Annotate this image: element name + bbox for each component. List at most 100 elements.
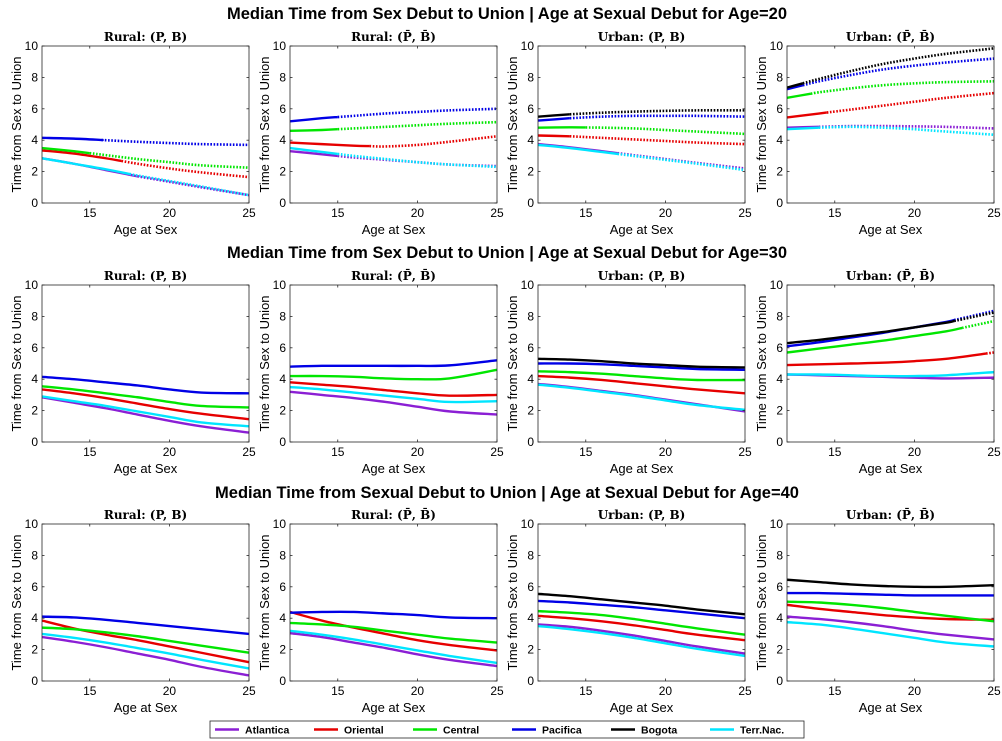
x-tick-label: 25: [490, 206, 504, 220]
series-line-pacifica: [538, 117, 570, 122]
legend-item-pacifica: Pacifica: [512, 725, 582, 737]
x-tick-label: 15: [83, 206, 97, 220]
series-line-atlantica: [290, 390, 498, 416]
y-tick-label: 10: [521, 517, 535, 531]
series-line-oriental-extrapolated: [985, 351, 995, 355]
panel-r2-c3: Urban: (P̄, B̄) 0 2 4 6 8 10 15 20 25 Age at Sex Ti…: [754, 506, 1001, 715]
series-lines: [538, 357, 746, 413]
legend-label: Oriental: [344, 725, 384, 737]
y-tick-label: 2: [776, 643, 783, 657]
x-tick-label: 15: [83, 684, 97, 698]
y-tick-label: 4: [776, 611, 783, 625]
axes-box: [289, 45, 498, 204]
series-line-terr-nac: [538, 143, 618, 156]
plot-area: [290, 46, 497, 203]
plot-area: [538, 46, 745, 203]
series-line-pacifica-extrapolated: [337, 107, 498, 119]
x-tick-label: 25: [987, 445, 1001, 459]
legend-label: Terr.Nac.: [740, 725, 784, 737]
legend-label: Atlantica: [245, 725, 290, 737]
y-tick-label: 2: [279, 404, 286, 418]
x-tick-label: 15: [83, 445, 97, 459]
y-tick-label: 2: [31, 643, 38, 657]
x-axis-label: Age at Sex: [610, 222, 674, 237]
y-axis-label: Time from Sex to Union: [754, 534, 769, 670]
series-line-central: [290, 128, 338, 132]
x-tick-label: 15: [828, 206, 842, 220]
y-axis-label: Time from Sex to Union: [754, 295, 769, 431]
series-line-atlantica: [42, 396, 250, 434]
x-tick-label: 20: [163, 206, 177, 220]
series-lines: [42, 136, 250, 197]
x-tick-label: 20: [411, 445, 425, 459]
axes-box: [537, 523, 746, 682]
panel-title: Urban: (P̄, B̄): [846, 506, 935, 522]
series-lines: [538, 592, 746, 658]
plot-area: [787, 46, 994, 203]
axes-box: [41, 523, 250, 682]
series-line-pacifica: [538, 599, 746, 620]
series-line-oriental: [538, 374, 746, 395]
y-axis-label: Time from Sex to Union: [505, 56, 520, 192]
x-axis-label: Age at Sex: [859, 461, 923, 476]
legend-label: Bogota: [641, 725, 677, 737]
x-axis-label: Age at Sex: [610, 700, 674, 715]
row-title-age-20: Median Time from Sex Debut to Union | Ag…: [227, 5, 787, 23]
y-tick-label: 2: [527, 643, 534, 657]
series-line-central-extrapolated: [961, 319, 995, 330]
x-tick-label: 15: [331, 684, 345, 698]
series-line-pacifica: [42, 615, 250, 636]
panel-title: Rural: (P, B): [104, 269, 187, 283]
panel-title: Urban: (P̄, B̄): [846, 267, 935, 283]
y-axis-label: Time from Sex to Union: [9, 295, 24, 431]
panel-r0-c1: Rural: (P̄, B̄) 0 2 4 6 8 10 15 20 25 Age at Sex Ti…: [257, 28, 504, 237]
y-tick-label: 6: [527, 102, 534, 116]
y-tick-label: 2: [527, 165, 534, 179]
series-line-terr-nac: [42, 632, 250, 670]
panel-r1-c2: Urban: (P, B) 0 2 4 6 8 10 15 20 25 Age at Sex Time…: [505, 269, 752, 476]
series-line-terr-nac: [538, 624, 746, 658]
series-lines: [538, 109, 746, 172]
x-axis-label: Age at Sex: [362, 461, 426, 476]
series-line-pacifica: [290, 115, 338, 123]
series-line-oriental: [787, 603, 995, 621]
panel-title: Urban: (P, B): [598, 30, 686, 44]
x-tick-label: 25: [490, 684, 504, 698]
x-axis-label: Age at Sex: [114, 700, 178, 715]
y-tick-label: 8: [279, 548, 286, 562]
axes-box: [41, 45, 250, 204]
legend-item-bogota: Bogota: [611, 725, 677, 737]
x-axis-label: Age at Sex: [362, 700, 426, 715]
series-line-terr-nac-extrapolated: [617, 152, 746, 172]
series-line-terr-nac-extrapolated: [818, 125, 995, 137]
series-line-terr-nac: [42, 157, 130, 176]
y-tick-label: 6: [527, 341, 534, 355]
series-line-central: [538, 370, 746, 382]
x-tick-label: 20: [411, 206, 425, 220]
legend-label: Central: [443, 725, 479, 737]
series-line-terr-nac: [290, 146, 338, 156]
series-line-bogota: [538, 357, 746, 369]
y-tick-label: 4: [31, 133, 38, 147]
y-tick-label: 2: [776, 165, 783, 179]
series-line-central: [42, 146, 90, 155]
axes-box: [537, 284, 746, 443]
x-tick-label: 25: [738, 684, 752, 698]
y-tick-label: 6: [776, 102, 783, 116]
series-lines: [787, 309, 995, 380]
row-title-age-30: Median Time from Sex Debut to Union | Ag…: [227, 244, 787, 262]
y-tick-label: 10: [770, 39, 784, 53]
series-line-terr-nac: [290, 385, 498, 404]
series-line-bogota: [787, 319, 955, 345]
panel-title: Urban: (P, B): [598, 269, 686, 283]
series-line-pacifica-extrapolated: [100, 138, 250, 147]
axes-box: [786, 523, 995, 682]
series-line-pacifica: [290, 610, 498, 620]
y-tick-label: 0: [279, 674, 286, 688]
y-tick-label: 6: [279, 341, 286, 355]
y-tick-label: 2: [776, 404, 783, 418]
y-tick-label: 8: [31, 548, 38, 562]
series-line-pacifica: [538, 362, 746, 371]
y-tick-label: 0: [31, 196, 38, 210]
plot-area: [290, 524, 497, 681]
